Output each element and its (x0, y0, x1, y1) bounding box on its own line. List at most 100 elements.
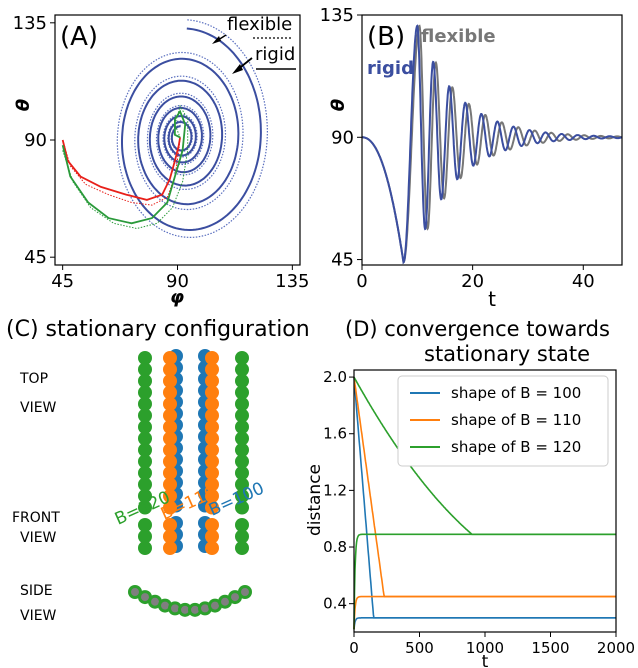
rigid-line (362, 24, 623, 265)
red-curve (61, 137, 181, 201)
series-low-branch (353, 617, 616, 630)
top-orange-bead (205, 362, 219, 377)
legend-label: shape of B = 100 (451, 384, 581, 402)
panel-b-label: (B) (367, 22, 405, 52)
panel-c-label: (C) stationary configuration (6, 317, 310, 342)
series-line (353, 376, 616, 598)
front-orange-bead (205, 541, 219, 555)
side-gray-bead (241, 588, 249, 596)
top-orange-bead (205, 408, 219, 423)
top-orange-bead (163, 431, 177, 446)
panel-d-label-line1: (D) convergence towards (345, 317, 610, 341)
panel-b-ylabel: θ (328, 99, 349, 111)
y-tick-label: 90 (24, 130, 47, 151)
top-orange-bead (205, 500, 219, 515)
panel-b: 0 20 40 45 90 135 (B) flexible rigid θ t (320, 5, 623, 311)
x-tick-label: 0 (356, 271, 367, 292)
top-green-bead (138, 431, 152, 446)
panel-a: 45 90 135 45 90 135 (A) flexible rigid θ φ (13, 13, 310, 308)
panel-b-frame (361, 14, 623, 266)
top-green-bead (138, 362, 152, 377)
top-orange-bead (205, 466, 219, 480)
x-tick-label: 135 (275, 271, 309, 292)
top-orange-bead (163, 489, 177, 503)
side-gray-bead (151, 597, 159, 606)
top-green-bead (235, 466, 249, 480)
side-view-label-2: VIEW (20, 608, 57, 624)
top-green-bead (235, 374, 249, 388)
x-tick-label: 40 (572, 271, 595, 292)
x-tick-label: 500 (405, 639, 434, 657)
front-view-label-1: FRONT (12, 510, 60, 526)
front-green-bead (138, 529, 152, 544)
top-green-bead (138, 397, 152, 411)
top-green-bead (138, 351, 152, 365)
side-gray-bead (211, 601, 219, 610)
top-orange-bead (205, 420, 219, 434)
top-orange-bead (163, 397, 177, 411)
panel-a-ticks: 45 90 135 45 90 135 (13, 13, 310, 292)
top-green-bead (138, 466, 152, 480)
top-orange-bead (205, 397, 219, 411)
top-green-bead (235, 397, 249, 411)
front-orange-bead (163, 529, 177, 544)
panel-a-legend-rigid-arrowhead (232, 64, 243, 74)
top-green-bead (235, 420, 249, 434)
top-green-bead (138, 374, 152, 388)
legend-label: shape of B = 120 (451, 438, 581, 456)
y-tick-label: 45 (331, 250, 354, 271)
x-tick-label: 90 (166, 271, 189, 292)
top-green-bead (235, 408, 249, 423)
green-curve (61, 109, 187, 225)
side-gray-bead (141, 593, 149, 602)
side-gray-bead (221, 597, 229, 606)
front-green-bead (138, 541, 152, 555)
top-green-bead (138, 500, 152, 515)
side-gray-bead (231, 593, 239, 602)
side-gray-bead (201, 604, 209, 613)
series-line (353, 377, 616, 619)
top-orange-bead (163, 454, 177, 469)
y-tick-label: 2.0 (323, 368, 347, 386)
top-green-bead (235, 489, 249, 503)
x-tick-label: 0 (349, 639, 359, 657)
y-tick-label: 0.4 (323, 595, 347, 613)
y-tick-label: 1.6 (323, 425, 347, 443)
panel-a-curves (61, 19, 269, 239)
rigid-spiral (121, 27, 262, 232)
panel-c: (C) stationary configuration TOP VIEW FR… (6, 317, 310, 624)
front-orange-bead (205, 518, 219, 532)
top-orange-bead (205, 477, 219, 492)
legend-box (397, 375, 609, 467)
panel-a-legend-rigid: rigid (255, 44, 295, 65)
green-dotted-curve (62, 104, 189, 230)
top-green-bead (235, 443, 249, 457)
top-orange-bead (163, 351, 177, 365)
panel-a-ylabel: θ (13, 99, 34, 111)
y-tick-label: 45 (24, 247, 47, 268)
x-tick-label: 1500 (531, 639, 569, 657)
y-tick-label: 135 (13, 13, 47, 34)
top-orange-bead (163, 477, 177, 492)
top-green-bead (138, 454, 152, 469)
top-green-bead (235, 477, 249, 492)
top-orange-bead (163, 362, 177, 377)
top-orange-bead (205, 374, 219, 388)
front-view-label-2: VIEW (20, 530, 57, 546)
y-tick-label: 90 (331, 127, 354, 148)
panel-b-curves (362, 24, 623, 265)
x-tick-label: 20 (461, 271, 484, 292)
panel-a-legend-flexible: flexible (227, 14, 292, 35)
side-gray-bead (171, 604, 179, 613)
top-orange-bead (163, 500, 177, 515)
top-green-bead (235, 351, 249, 365)
panel-b-legend-rigid: rigid (367, 58, 414, 79)
panel-d-ylabel: distance (305, 464, 325, 536)
panel-d-label-line2: stationary state (424, 342, 590, 366)
front-green-bead (235, 529, 249, 544)
top-orange-bead (163, 374, 177, 388)
front-green-bead (235, 518, 249, 532)
top-green-bead (235, 454, 249, 469)
y-tick-label: 1.2 (323, 481, 347, 499)
